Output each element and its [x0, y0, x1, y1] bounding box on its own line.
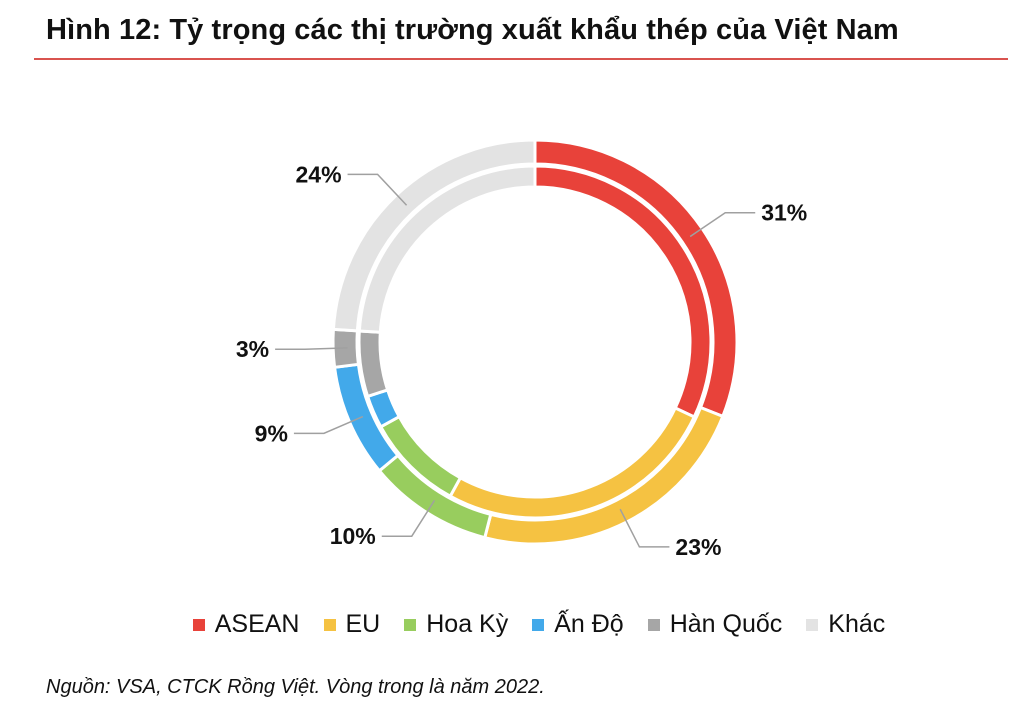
leader-line-asean	[689, 211, 756, 238]
legend-swatch-eu	[323, 618, 336, 631]
legend-label-eu: EU	[345, 610, 381, 638]
leader-line-han-quoc	[275, 347, 348, 350]
legend-swatch-han-quoc	[647, 618, 660, 631]
data-label-eu: 23%	[675, 534, 721, 560]
inner-slice-khac	[357, 164, 537, 334]
legend-item-an-do: Ấn Độ	[532, 610, 624, 639]
data-label-an-do: 9%	[255, 420, 288, 446]
legend-label-khac: Khác	[828, 610, 886, 638]
legend-item-han-quoc: Hàn Quốc	[647, 610, 783, 639]
outer-slice-khac	[331, 138, 537, 333]
data-label-han-quoc: 3%	[236, 336, 269, 362]
leader-line-an-do	[293, 415, 364, 435]
leader-line-khac	[347, 173, 408, 206]
inner-slice-asean	[533, 164, 713, 419]
chart-legend: ASEAN EU Hoa Kỳ Ấn Độ Hàn Quốc Khác	[0, 610, 1018, 639]
title-divider	[34, 58, 1008, 60]
legend-swatch-an-do	[532, 618, 545, 631]
data-label-hoa-ky: 10%	[330, 523, 376, 549]
inner-slice-han-quoc	[357, 329, 390, 399]
legend-item-eu: EU	[323, 610, 381, 639]
leader-line-hoa-ky	[381, 499, 436, 537]
legend-label-asean: ASEAN	[214, 610, 300, 638]
legend-label-hoa-ky: Hoa Kỳ	[426, 610, 509, 638]
data-label-asean: 31%	[761, 200, 807, 226]
legend-item-asean: ASEAN	[192, 610, 300, 639]
chart-title: Hình 12: Tỷ trọng các thị trường xuất kh…	[46, 14, 899, 46]
legend-item-hoa-ky: Hoa Kỳ	[404, 610, 508, 639]
legend-item-khac: Khác	[806, 610, 885, 639]
legend-swatch-asean	[192, 618, 205, 631]
leader-line-eu	[619, 508, 670, 548]
legend-swatch-khac	[806, 618, 819, 631]
source-note: Nguồn: VSA, CTCK Rồng Việt. Vòng trong l…	[46, 676, 545, 698]
data-label-khac: 24%	[296, 161, 342, 187]
legend-label-an-do: Ấn Độ	[554, 610, 624, 638]
legend-label-han-quoc: Hàn Quốc	[669, 610, 783, 638]
legend-swatch-hoa-ky	[404, 618, 417, 631]
